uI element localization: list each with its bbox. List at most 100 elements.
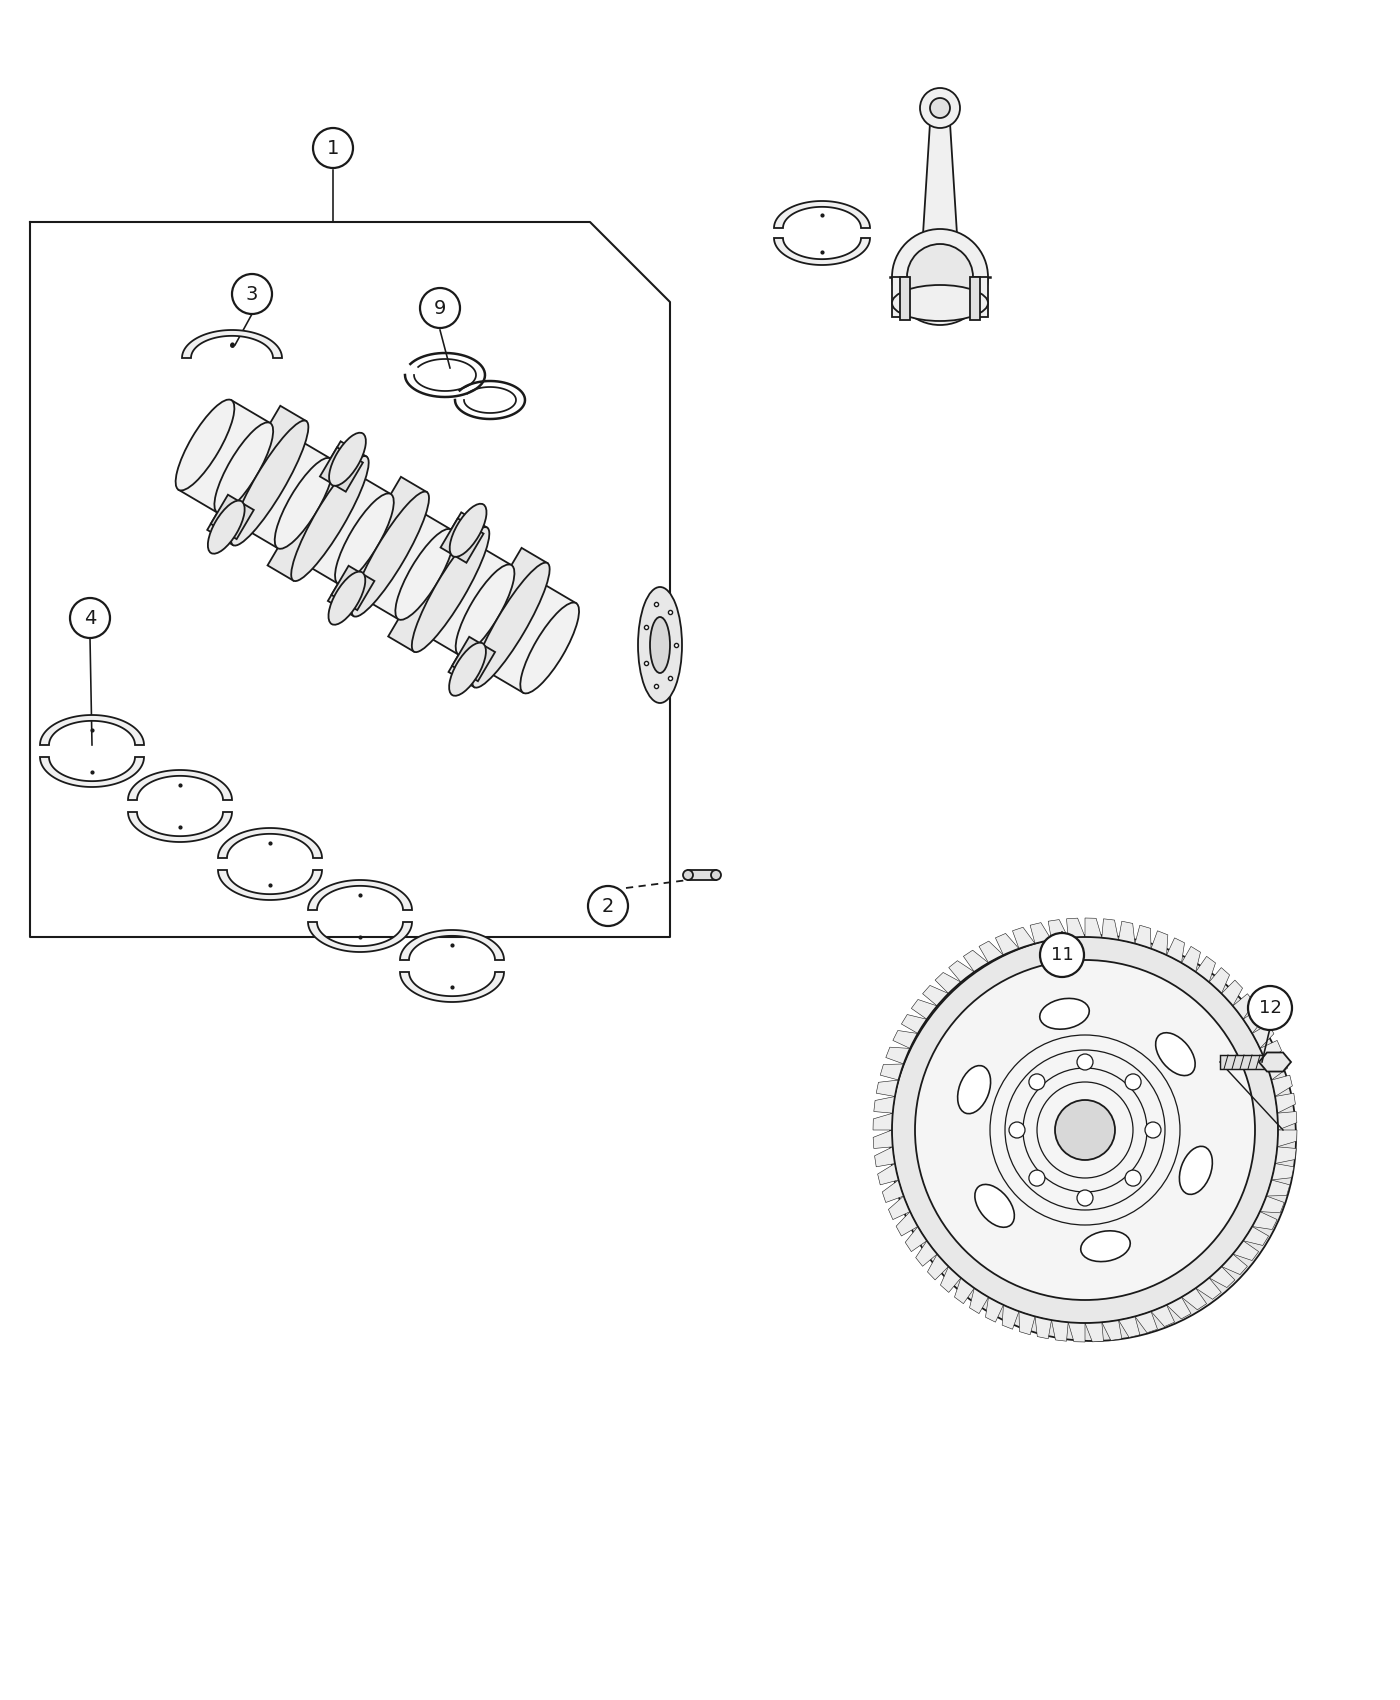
Polygon shape bbox=[874, 1130, 893, 1149]
Ellipse shape bbox=[958, 1066, 991, 1114]
Polygon shape bbox=[1166, 938, 1184, 962]
Polygon shape bbox=[896, 1212, 918, 1236]
Ellipse shape bbox=[1179, 1146, 1212, 1195]
Polygon shape bbox=[882, 1180, 903, 1202]
Polygon shape bbox=[774, 238, 869, 265]
Polygon shape bbox=[1012, 927, 1035, 949]
Polygon shape bbox=[1260, 1197, 1284, 1212]
Ellipse shape bbox=[638, 586, 682, 704]
Polygon shape bbox=[1259, 1052, 1291, 1071]
Ellipse shape bbox=[1040, 998, 1089, 1028]
Polygon shape bbox=[1275, 1148, 1296, 1163]
Polygon shape bbox=[878, 1163, 899, 1185]
Polygon shape bbox=[970, 277, 980, 320]
Polygon shape bbox=[941, 1266, 960, 1292]
Ellipse shape bbox=[449, 503, 487, 558]
Polygon shape bbox=[687, 870, 715, 881]
Polygon shape bbox=[1135, 925, 1151, 949]
Ellipse shape bbox=[291, 456, 368, 581]
Polygon shape bbox=[1196, 957, 1215, 983]
Polygon shape bbox=[1068, 1323, 1085, 1341]
Polygon shape bbox=[1210, 1266, 1235, 1287]
Text: 4: 4 bbox=[84, 609, 97, 627]
Polygon shape bbox=[970, 1289, 988, 1314]
Circle shape bbox=[420, 287, 461, 328]
Polygon shape bbox=[182, 330, 281, 359]
Ellipse shape bbox=[711, 870, 721, 881]
Circle shape bbox=[1029, 1074, 1044, 1090]
Circle shape bbox=[1029, 1170, 1044, 1187]
Circle shape bbox=[70, 598, 111, 638]
Text: 12: 12 bbox=[1259, 1000, 1281, 1017]
Ellipse shape bbox=[892, 286, 988, 321]
Polygon shape bbox=[916, 1241, 937, 1266]
Text: 1: 1 bbox=[326, 138, 339, 158]
Ellipse shape bbox=[890, 935, 1296, 1341]
Ellipse shape bbox=[930, 99, 951, 117]
Ellipse shape bbox=[907, 245, 973, 309]
Polygon shape bbox=[127, 770, 232, 801]
Polygon shape bbox=[207, 406, 307, 546]
Polygon shape bbox=[1196, 1278, 1221, 1299]
Polygon shape bbox=[1151, 1306, 1175, 1326]
Circle shape bbox=[314, 128, 353, 168]
Ellipse shape bbox=[920, 88, 960, 128]
Polygon shape bbox=[923, 986, 949, 1006]
Ellipse shape bbox=[329, 571, 365, 624]
Polygon shape bbox=[1051, 1321, 1068, 1341]
Polygon shape bbox=[1182, 1289, 1207, 1309]
Text: 11: 11 bbox=[1050, 945, 1074, 964]
Ellipse shape bbox=[412, 527, 490, 653]
Text: 9: 9 bbox=[434, 299, 447, 318]
Ellipse shape bbox=[335, 493, 393, 585]
Polygon shape bbox=[892, 277, 988, 316]
Ellipse shape bbox=[395, 529, 454, 620]
Polygon shape bbox=[935, 972, 960, 993]
Polygon shape bbox=[211, 495, 253, 539]
Polygon shape bbox=[1166, 1297, 1191, 1319]
Circle shape bbox=[1040, 933, 1084, 977]
Polygon shape bbox=[1233, 1241, 1259, 1260]
Polygon shape bbox=[1049, 920, 1068, 940]
Polygon shape bbox=[308, 881, 412, 910]
Polygon shape bbox=[452, 638, 496, 682]
Ellipse shape bbox=[231, 420, 308, 546]
Polygon shape bbox=[321, 447, 363, 491]
Polygon shape bbox=[1067, 918, 1085, 938]
Polygon shape bbox=[1035, 1316, 1051, 1340]
Ellipse shape bbox=[207, 500, 245, 554]
Polygon shape bbox=[889, 1197, 910, 1219]
Polygon shape bbox=[876, 1080, 899, 1096]
Polygon shape bbox=[1271, 1074, 1292, 1096]
Polygon shape bbox=[127, 813, 232, 842]
Polygon shape bbox=[1030, 923, 1051, 944]
Polygon shape bbox=[902, 1015, 927, 1034]
Polygon shape bbox=[400, 930, 504, 960]
Ellipse shape bbox=[449, 643, 486, 695]
Polygon shape bbox=[400, 972, 504, 1001]
Polygon shape bbox=[332, 566, 374, 610]
Polygon shape bbox=[1085, 1323, 1103, 1341]
Ellipse shape bbox=[175, 400, 234, 490]
Polygon shape bbox=[1119, 921, 1135, 944]
Circle shape bbox=[1077, 1190, 1093, 1205]
Polygon shape bbox=[1271, 1163, 1294, 1180]
Polygon shape bbox=[388, 512, 487, 651]
Polygon shape bbox=[1277, 1130, 1296, 1148]
Polygon shape bbox=[1243, 1008, 1264, 1034]
Circle shape bbox=[916, 960, 1254, 1300]
Polygon shape bbox=[1102, 918, 1119, 940]
Ellipse shape bbox=[274, 457, 333, 549]
Polygon shape bbox=[906, 1226, 927, 1251]
Circle shape bbox=[1009, 1122, 1025, 1137]
Polygon shape bbox=[774, 201, 869, 228]
Polygon shape bbox=[995, 933, 1019, 955]
Polygon shape bbox=[448, 547, 547, 687]
Polygon shape bbox=[1252, 1212, 1277, 1229]
Circle shape bbox=[1126, 1074, 1141, 1090]
Ellipse shape bbox=[1155, 1032, 1196, 1076]
Polygon shape bbox=[41, 716, 144, 745]
Ellipse shape bbox=[1081, 1231, 1130, 1261]
Ellipse shape bbox=[892, 230, 988, 325]
Polygon shape bbox=[893, 1030, 918, 1049]
